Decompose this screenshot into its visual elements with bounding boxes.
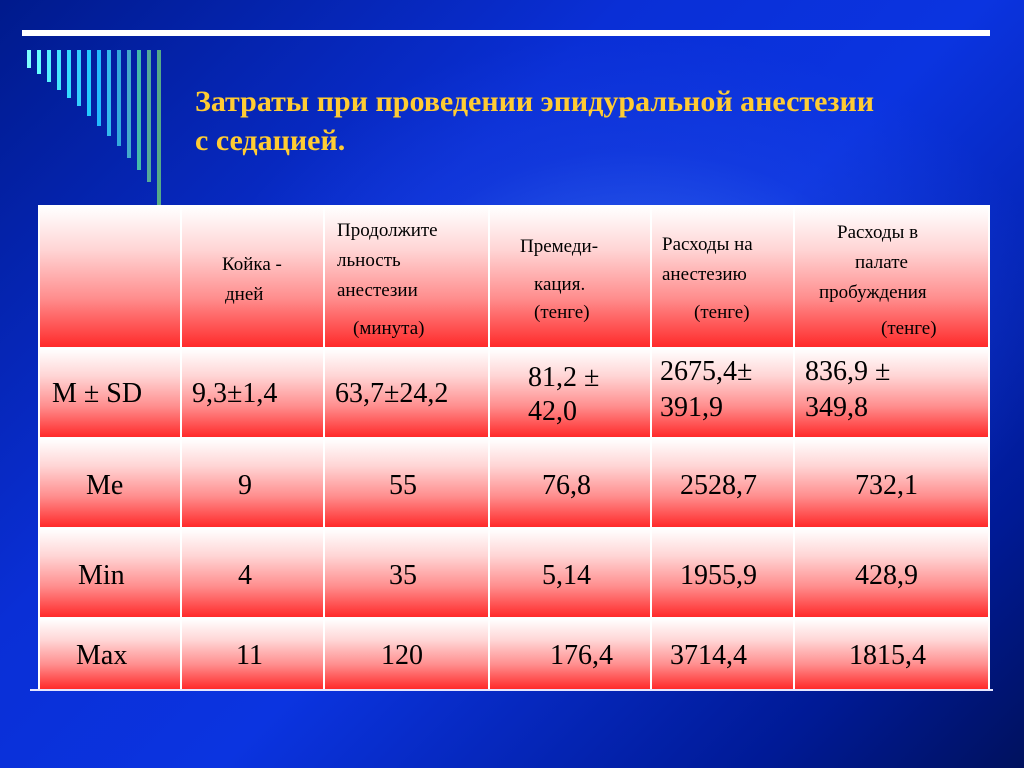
cell-recovery-ward-cost: 428,9 [793,527,990,619]
table-row: M ± SD 9,3±1,4 63,7±24,2 81,2 ± 42,0 267… [38,347,990,439]
cell-anesthesia-cost: 3714,4 [650,617,795,691]
bottom-divider [30,689,993,691]
title-line-2: с седацией. [195,124,346,157]
cell-beds: 4 [180,527,325,619]
cell-premedication: 76,8 [488,437,652,529]
cell-recovery-ward-cost: 732,1 [793,437,990,529]
header-duration: Продолжите льность анестезии (минута) [323,205,490,349]
cell-duration: 55 [323,437,490,529]
cell-duration: 63,7±24,2 [323,347,490,439]
row-label: Max [38,617,182,691]
cell-beds: 9,3±1,4 [180,347,325,439]
title-line-1: Затраты при проведении эпидуральной анес… [195,85,875,118]
cell-anesthesia-cost: 2528,7 [650,437,795,529]
row-label: Min [38,527,182,619]
header-row: Койка - дней Продолжите льность анестези… [38,205,990,349]
statistics-table: Койка - дней Продолжите льность анестези… [38,205,990,691]
cell-anesthesia-cost: 2675,4± 391,9 [650,347,795,439]
top-divider [22,30,990,36]
cell-premedication: 81,2 ± 42,0 [488,347,652,439]
cell-duration: 120 [323,617,490,691]
cell-anesthesia-cost: 1955,9 [650,527,795,619]
header-empty-cell [38,205,182,349]
cell-duration: 35 [323,527,490,619]
header-recovery-ward-cost: Расходы в палате пробуждения (тенге) [793,205,990,349]
cell-beds: 11 [180,617,325,691]
header-anesthesia-cost: Расходы на анестезию (тенге) [650,205,795,349]
table-row: Me 9 55 76,8 2528,7 732,1 [38,437,990,529]
header-beds: Койка - дней [180,205,325,349]
cell-recovery-ward-cost: 1815,4 [793,617,990,691]
row-label: M ± SD [38,347,182,439]
cell-premedication: 5,14 [488,527,652,619]
slide-title: Затраты при проведении эпидуральной анес… [195,82,995,160]
cell-premedication: 176,4 [488,617,652,691]
row-label: Me [38,437,182,529]
cell-recovery-ward-cost: 836,9 ± 349,8 [793,347,990,439]
table-row: Max 11 120 176,4 3714,4 1815,4 [38,617,990,691]
table-row: Min 4 35 5,14 1955,9 428,9 [38,527,990,619]
cell-beds: 9 [180,437,325,529]
header-premedication: Премеди- кация. (тенге) [488,205,652,349]
